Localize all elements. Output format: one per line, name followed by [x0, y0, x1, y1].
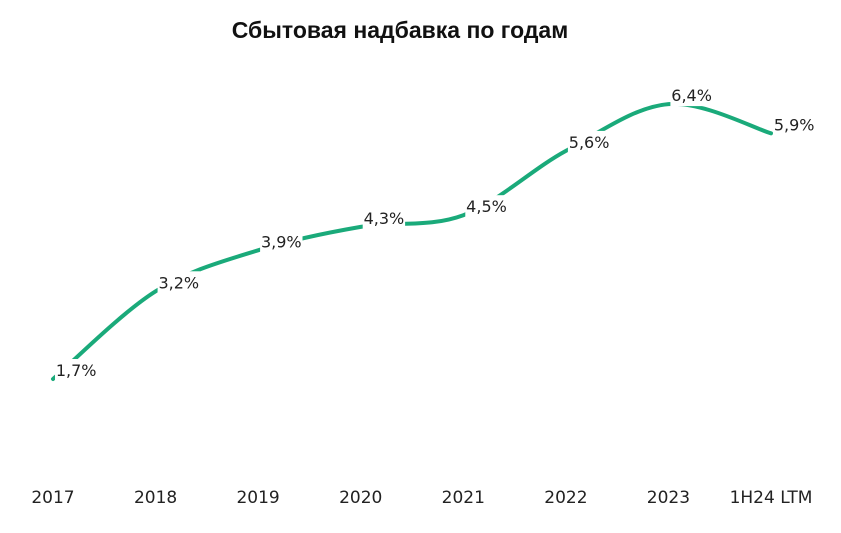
x-tick-label: 2020	[339, 488, 382, 508]
x-tick-label: 2018	[134, 488, 177, 508]
series-line	[51, 101, 773, 381]
data-label: 4,5%	[465, 195, 508, 218]
data-label: 1,7%	[55, 359, 98, 381]
data-label: 3,2%	[157, 271, 200, 294]
x-tick-label: 2019	[236, 488, 279, 508]
data-label: 6,4%	[670, 84, 713, 107]
x-tick-label: 2017	[31, 488, 74, 508]
data-label: 5,9%	[773, 113, 816, 136]
data-label-background	[670, 84, 713, 107]
data-label-background	[157, 271, 200, 294]
data-label-background	[55, 359, 98, 381]
data-label-text: 6,4%	[671, 86, 712, 105]
data-label: 5,6%	[567, 130, 611, 153]
data-label-background	[773, 113, 816, 136]
data-label-text: 3,2%	[158, 273, 199, 292]
x-tick-label: 2022	[544, 488, 587, 508]
data-label-text: 3,9%	[261, 232, 302, 251]
data-label-text: 1,7%	[56, 361, 97, 380]
data-label-background	[362, 206, 406, 229]
data-label-text: 4,3%	[364, 209, 405, 228]
data-label-background	[260, 230, 303, 253]
chart-title: Сбытовая надбавка по годам	[232, 17, 568, 43]
x-axis-ticks: 2017 2018 2019 2020 2021 2022 2023 1H24 LTM	[31, 488, 812, 508]
data-label-text: 4,5%	[466, 197, 507, 216]
data-label-background	[465, 195, 508, 218]
x-tick-label: 2023	[647, 488, 690, 508]
data-labels: 1,7% 3,2% 3,9% 4,3% 4,5% 5,6% 6,4% 5,9%	[55, 84, 816, 381]
data-label: 3,9%	[260, 230, 303, 253]
data-label-background	[567, 130, 611, 153]
data-label-text: 5,6%	[569, 133, 610, 152]
data-label-text: 5,9%	[774, 115, 815, 134]
x-tick-label: 1H24 LTM	[730, 488, 813, 508]
data-label: 4,3%	[362, 206, 406, 229]
x-tick-label: 2021	[442, 488, 485, 508]
